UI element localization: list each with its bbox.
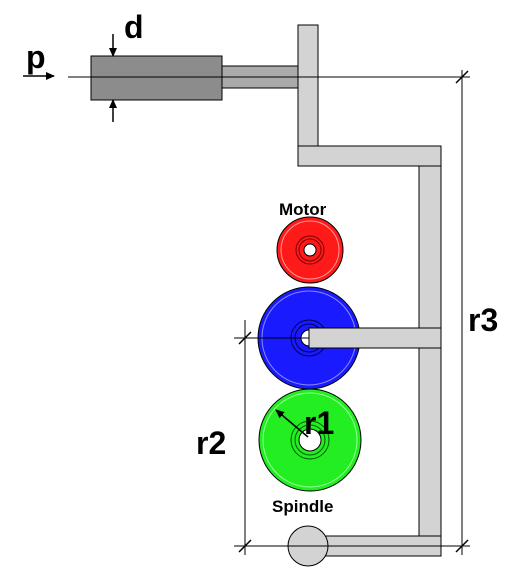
r2-tick-top [238, 331, 252, 345]
r1-arrow [275, 409, 309, 438]
cylinder [90, 55, 223, 101]
label-p: p [26, 39, 46, 75]
label-r2: r2 [196, 425, 226, 461]
top-post [297, 24, 319, 148]
label-spindle: Spindle [272, 497, 333, 516]
r2-tick-bottom [238, 539, 252, 553]
middle-arm-front [308, 327, 442, 349]
label-r1: r1 [304, 405, 334, 441]
label-d: d [124, 9, 144, 45]
top-horizontal-bar [297, 145, 442, 167]
label-motor: Motor [279, 200, 327, 219]
motor-gear [276, 216, 344, 284]
r3-tick-top [455, 70, 469, 84]
label-r3: r3 [468, 302, 498, 338]
right-vertical-bar [418, 165, 442, 537]
r3-tick-bottom [455, 539, 469, 553]
